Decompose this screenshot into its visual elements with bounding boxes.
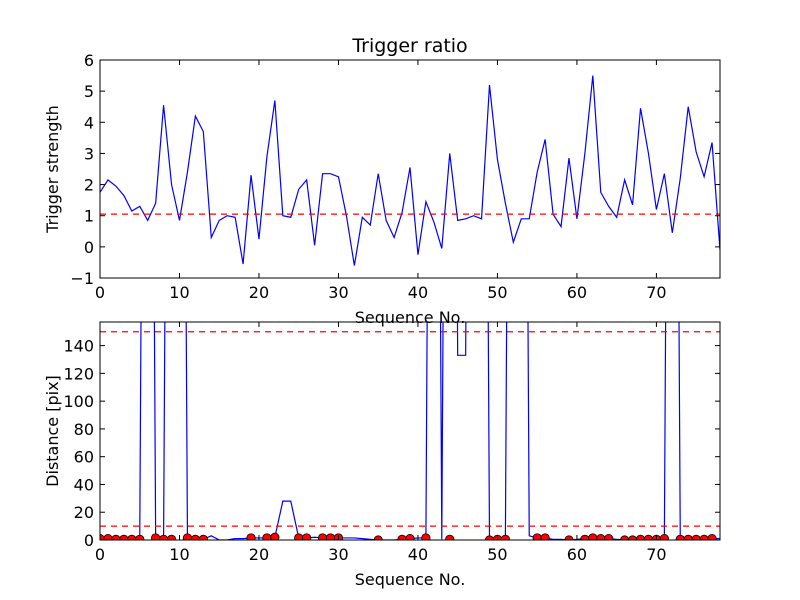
data-point	[675, 534, 685, 540]
data-point	[325, 533, 336, 540]
data-point	[532, 533, 542, 540]
data-point	[421, 533, 431, 540]
y-tick-label: −1	[70, 269, 94, 288]
data-point	[166, 534, 177, 540]
x-tick-label: 10	[169, 545, 189, 564]
x-tick-label: 20	[249, 545, 269, 564]
data-point	[119, 534, 129, 540]
data-point	[500, 534, 510, 540]
y-tick-label: 120	[63, 364, 94, 383]
bottom-x-axis-label: Sequence No.	[355, 570, 466, 589]
x-tick-label: 70	[646, 545, 666, 564]
x-tick-label: 50	[487, 283, 507, 302]
data-point	[580, 534, 590, 540]
plot-area	[100, 75, 720, 266]
data-point	[317, 533, 328, 540]
data-point	[397, 534, 407, 540]
top-y-axis-label: Trigger strength	[43, 105, 62, 234]
data-point	[182, 533, 193, 540]
y-tick-label: 80	[74, 420, 94, 439]
y-tick-label: 0	[84, 531, 94, 550]
data-point	[659, 534, 669, 540]
data-point	[246, 533, 256, 540]
data-point	[683, 534, 693, 540]
data-point	[127, 534, 137, 540]
data-point	[699, 534, 709, 540]
data-point	[302, 533, 312, 540]
x-tick-label: 30	[328, 545, 348, 564]
y-tick-label: 3	[84, 144, 94, 163]
x-tick-label: 0	[95, 283, 105, 302]
data-point	[198, 534, 208, 540]
x-tick-label: 60	[567, 283, 587, 302]
y-tick-label: 5	[84, 82, 94, 101]
chart-title: Trigger ratio	[351, 35, 467, 57]
data-point	[405, 534, 415, 540]
data-point	[707, 534, 717, 540]
data-point	[158, 534, 169, 540]
top-plot-frame	[99, 59, 721, 279]
data-point	[294, 533, 304, 540]
data-point	[604, 534, 614, 540]
bottom-plot-frame	[99, 321, 721, 541]
y-tick-label: 100	[63, 392, 94, 411]
data-point	[262, 533, 272, 540]
data-point	[596, 534, 606, 540]
y-tick-label: 4	[84, 113, 94, 132]
y-tick-label: 140	[63, 337, 94, 356]
data-point	[635, 534, 646, 540]
y-tick-label: 40	[74, 475, 94, 494]
x-tick-label: 40	[408, 545, 428, 564]
y-tick-label: 1	[84, 207, 94, 226]
bottom-plot-marks: 0 10 20 30 40 50 60 70 0 20 40 60 80 100 120 140	[63, 322, 720, 564]
y-tick-label: 0	[84, 238, 94, 257]
data-point	[691, 534, 701, 540]
data-point	[135, 534, 145, 540]
y-tick-label: 20	[74, 503, 94, 522]
top-x-axis-label: Sequence No.	[355, 308, 466, 327]
x-tick-label: 10	[169, 283, 189, 302]
data-point	[588, 533, 598, 540]
data-point	[103, 534, 113, 540]
data-point	[445, 534, 455, 540]
data-point	[643, 534, 654, 540]
data-point	[111, 534, 121, 540]
x-tick-label: 70	[646, 283, 666, 302]
y-tick-label: 2	[84, 176, 94, 195]
data-point	[190, 534, 200, 540]
x-tick-label: 30	[328, 283, 348, 302]
plot-area	[100, 322, 720, 540]
x-tick-label: 20	[249, 283, 269, 302]
y-tick-label: 6	[84, 51, 94, 70]
series-line	[100, 322, 720, 540]
series-line	[100, 75, 720, 266]
data-point	[151, 533, 161, 540]
x-tick-label: 50	[487, 545, 507, 564]
y-tick-label: 60	[74, 448, 94, 467]
x-tick-label: 60	[567, 545, 587, 564]
data-point	[540, 533, 550, 540]
x-tick-label: 40	[408, 283, 428, 302]
bottom-y-axis-label: Distance [pix]	[43, 375, 62, 487]
x-tick-label: 0	[95, 545, 105, 564]
data-point	[270, 532, 280, 540]
